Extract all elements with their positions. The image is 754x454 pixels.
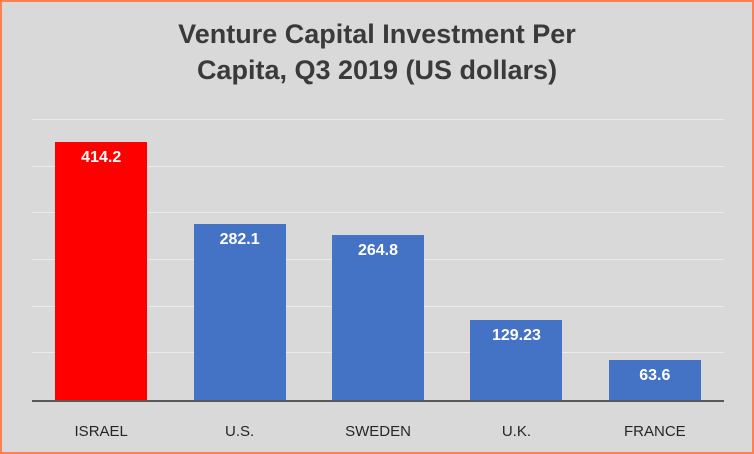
bars-container: 414.2 282.1 264.8 129.23 63.6 bbox=[32, 120, 724, 400]
x-axis-label: ISRAEL bbox=[74, 423, 128, 440]
gridline bbox=[32, 165, 724, 167]
x-axis-label: SWEDEN bbox=[345, 423, 411, 440]
plot-area: 414.2 282.1 264.8 129.23 63.6 bbox=[32, 119, 724, 402]
bar-column: 129.23 bbox=[447, 120, 585, 400]
bar-column: 282.1 bbox=[170, 120, 308, 400]
bar-value-label: 63.6 bbox=[639, 367, 671, 385]
x-axis-label: U.S. bbox=[225, 423, 255, 440]
bar: 414.2 bbox=[55, 142, 148, 400]
bar-value-label: 414.2 bbox=[81, 149, 122, 167]
chart-title-line1: Venture Capital Investment Per bbox=[178, 19, 576, 49]
chart-title: Venture Capital Investment Per Capita, Q… bbox=[57, 16, 697, 89]
gridline bbox=[32, 119, 724, 120]
gridline bbox=[32, 212, 724, 214]
bar-column: 264.8 bbox=[309, 120, 447, 400]
bar-value-label: 129.23 bbox=[491, 326, 541, 344]
bar-column: 63.6 bbox=[586, 120, 724, 400]
x-axis-label: FRANCE bbox=[623, 423, 686, 440]
chart-title-line2: Capita, Q3 2019 (US dollars) bbox=[196, 55, 558, 86]
x-axis-label: U.K. bbox=[501, 423, 532, 440]
bar-value-label: 282.1 bbox=[219, 231, 260, 249]
bar: 63.6 bbox=[608, 360, 701, 400]
x-axis-labels: ISRAEL U.S. SWEDEN U.K. FRANCE bbox=[32, 423, 724, 440]
bar: 264.8 bbox=[332, 235, 425, 400]
bar-value-label: 264.8 bbox=[357, 242, 399, 260]
bar-column: 414.2 bbox=[32, 120, 170, 400]
bar: 129.23 bbox=[470, 319, 563, 400]
bar: 282.1 bbox=[193, 224, 286, 400]
